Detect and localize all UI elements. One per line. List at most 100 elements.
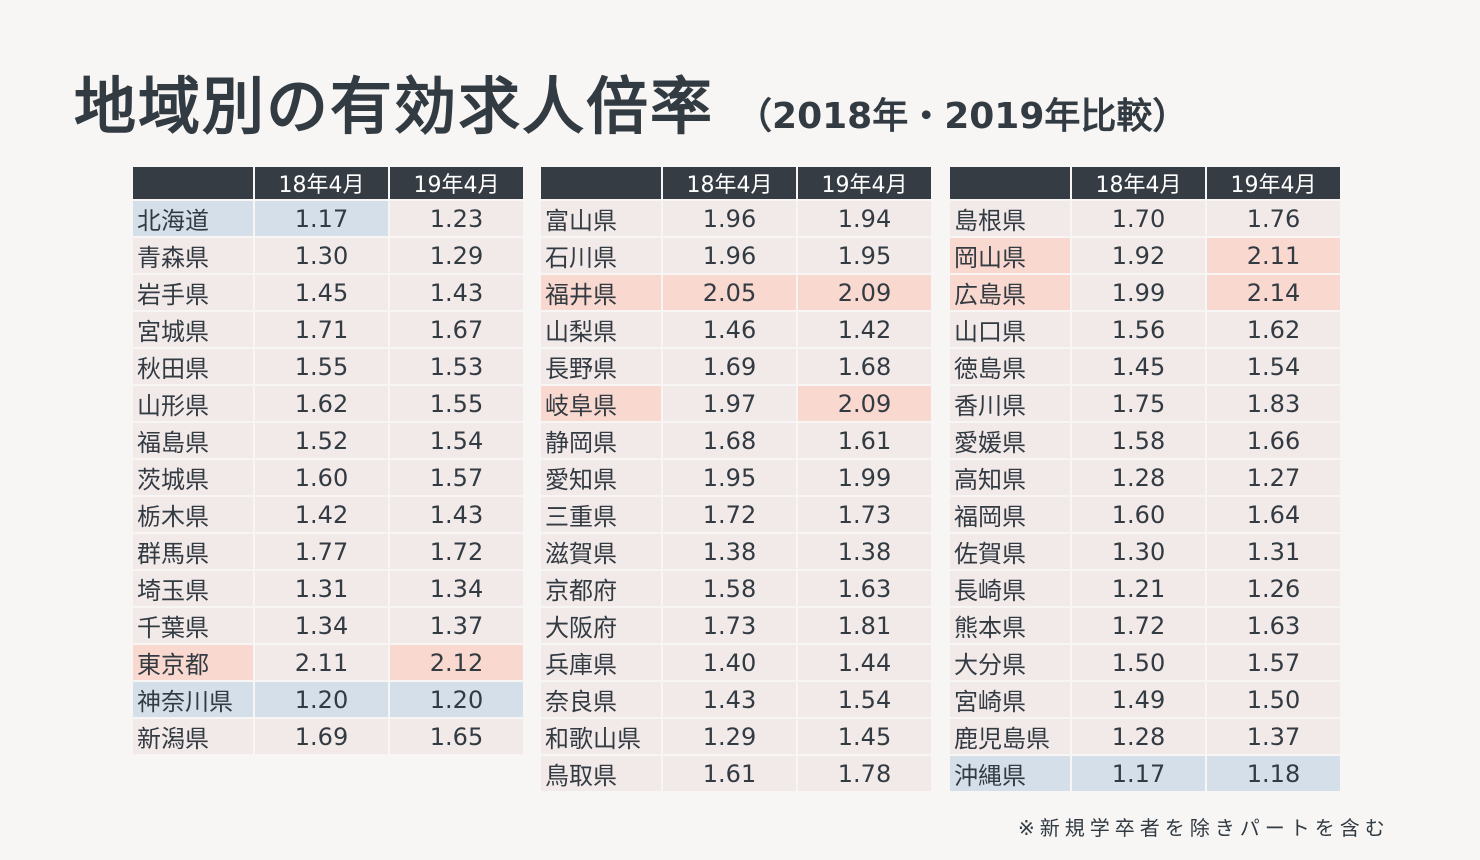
prefecture-name-cell: 青森県	[133, 238, 253, 273]
table-row: 秋田県 1.55 1.53	[133, 349, 523, 384]
table-row: 神奈川県 1.20 1.20	[133, 682, 523, 717]
table-row: 愛媛県 1.58 1.66	[950, 423, 1340, 458]
ratio-2018-cell: 1.68	[663, 423, 796, 458]
ratio-2018-cell: 1.69	[663, 349, 796, 384]
page-title: 地域別の有効求人倍率	[74, 70, 715, 143]
header-2019-apr: 19年4月	[390, 167, 523, 199]
prefecture-name-cell: 長野県	[541, 349, 661, 384]
ratio-2018-cell: 1.17	[255, 201, 388, 236]
table-row: 和歌山県 1.29 1.45	[541, 719, 931, 754]
prefecture-name-cell: 福岡県	[950, 497, 1070, 532]
ratio-2019-cell: 1.99	[798, 460, 931, 495]
ratio-2019-cell: 1.43	[390, 275, 523, 310]
table-row: 東京都 2.11 2.12	[133, 645, 523, 680]
ratio-2019-cell: 1.37	[390, 608, 523, 643]
prefecture-name-cell: 福島県	[133, 423, 253, 458]
ratio-2019-cell: 1.57	[390, 460, 523, 495]
ratio-2018-cell: 1.45	[255, 275, 388, 310]
prefecture-name-cell: 神奈川県	[133, 682, 253, 717]
prefecture-name-cell: 長崎県	[950, 571, 1070, 606]
table-row: 新潟県 1.69 1.65	[133, 719, 523, 754]
table-row: 青森県 1.30 1.29	[133, 238, 523, 273]
ratio-2018-cell: 1.38	[663, 534, 796, 569]
ratio-2019-cell: 1.94	[798, 201, 931, 236]
table-row: 群馬県 1.77 1.72	[133, 534, 523, 569]
prefecture-name-cell: 三重県	[541, 497, 661, 532]
prefecture-name-cell: 山形県	[133, 386, 253, 421]
header-2018-apr: 18年4月	[255, 167, 388, 199]
ratio-2018-cell: 1.62	[255, 386, 388, 421]
ratio-2018-cell: 1.30	[1072, 534, 1205, 569]
table-row: 岩手県 1.45 1.43	[133, 275, 523, 310]
ratio-2018-cell: 1.29	[663, 719, 796, 754]
table-row: 富山県 1.96 1.94	[541, 201, 931, 236]
table-row: 沖縄県 1.17 1.18	[950, 756, 1340, 791]
table-row: 香川県 1.75 1.83	[950, 386, 1340, 421]
table-row: 宮城県 1.71 1.67	[133, 312, 523, 347]
prefecture-name-cell: 宮城県	[133, 312, 253, 347]
ratio-2019-cell: 1.26	[1207, 571, 1340, 606]
ratio-2019-cell: 1.68	[798, 349, 931, 384]
ratio-2019-cell: 1.83	[1207, 386, 1340, 421]
prefecture-name-cell: 岐阜県	[541, 386, 661, 421]
table-row: 山口県 1.56 1.62	[950, 312, 1340, 347]
ratio-2019-cell: 1.81	[798, 608, 931, 643]
ratio-2019-cell: 1.67	[390, 312, 523, 347]
header-row: 18年4月 19年4月	[950, 167, 1340, 199]
ratio-2019-cell: 1.62	[1207, 312, 1340, 347]
prefecture-name-cell: 鹿児島県	[950, 719, 1070, 754]
table-row: 山梨県 1.46 1.42	[541, 312, 931, 347]
table-row: 茨城県 1.60 1.57	[133, 460, 523, 495]
table-row: 岡山県 1.92 2.11	[950, 238, 1340, 273]
table-row: 千葉県 1.34 1.37	[133, 608, 523, 643]
header-blank	[133, 167, 253, 199]
ratio-2018-cell: 1.58	[663, 571, 796, 606]
table-row: 福岡県 1.60 1.64	[950, 497, 1340, 532]
ratio-2019-cell: 1.29	[390, 238, 523, 273]
prefecture-name-cell: 秋田県	[133, 349, 253, 384]
ratio-2019-cell: 1.38	[798, 534, 931, 569]
ratio-2018-cell: 1.56	[1072, 312, 1205, 347]
prefecture-table-3: 18年4月 19年4月 島根県 1.70 1.76 岡山県 1.92 2.11 広島県 1.9…	[948, 165, 1342, 793]
table-row: 埼玉県 1.31 1.34	[133, 571, 523, 606]
table-row: 福島県 1.52 1.54	[133, 423, 523, 458]
ratio-2018-cell: 1.92	[1072, 238, 1205, 273]
ratio-2018-cell: 1.99	[1072, 275, 1205, 310]
ratio-2018-cell: 1.60	[1072, 497, 1205, 532]
ratio-2018-cell: 1.72	[663, 497, 796, 532]
ratio-2019-cell: 2.14	[1207, 275, 1340, 310]
ratio-2019-cell: 1.55	[390, 386, 523, 421]
table-row: 石川県 1.96 1.95	[541, 238, 931, 273]
table-row: 熊本県 1.72 1.63	[950, 608, 1340, 643]
ratio-2019-cell: 1.95	[798, 238, 931, 273]
ratio-2019-cell: 1.78	[798, 756, 931, 791]
ratio-2018-cell: 1.61	[663, 756, 796, 791]
ratio-2018-cell: 1.70	[1072, 201, 1205, 236]
table-row: 長崎県 1.21 1.26	[950, 571, 1340, 606]
ratio-2019-cell: 1.23	[390, 201, 523, 236]
ratio-2018-cell: 1.71	[255, 312, 388, 347]
prefecture-name-cell: 栃木県	[133, 497, 253, 532]
prefecture-name-cell: 岩手県	[133, 275, 253, 310]
prefecture-name-cell: 和歌山県	[541, 719, 661, 754]
header-row: 18年4月 19年4月	[541, 167, 931, 199]
footnote: ※新規学卒者を除きパートを含む	[1018, 816, 1390, 840]
prefecture-name-cell: 沖縄県	[950, 756, 1070, 791]
prefecture-name-cell: 福井県	[541, 275, 661, 310]
ratio-2019-cell: 1.65	[390, 719, 523, 754]
prefecture-name-cell: 熊本県	[950, 608, 1070, 643]
table-row: 宮崎県 1.49 1.50	[950, 682, 1340, 717]
ratio-2019-cell: 1.63	[798, 571, 931, 606]
table-row: 奈良県 1.43 1.54	[541, 682, 931, 717]
ratio-2018-cell: 1.40	[663, 645, 796, 680]
table-row: 鳥取県 1.61 1.78	[541, 756, 931, 791]
ratio-2018-cell: 1.55	[255, 349, 388, 384]
prefecture-name-cell: 大分県	[950, 645, 1070, 680]
ratio-2018-cell: 1.49	[1072, 682, 1205, 717]
prefecture-name-cell: 鳥取県	[541, 756, 661, 791]
ratio-2018-cell: 1.96	[663, 201, 796, 236]
prefecture-name-cell: 香川県	[950, 386, 1070, 421]
ratio-2019-cell: 1.66	[1207, 423, 1340, 458]
ratio-2018-cell: 1.58	[1072, 423, 1205, 458]
prefecture-name-cell: 宮崎県	[950, 682, 1070, 717]
